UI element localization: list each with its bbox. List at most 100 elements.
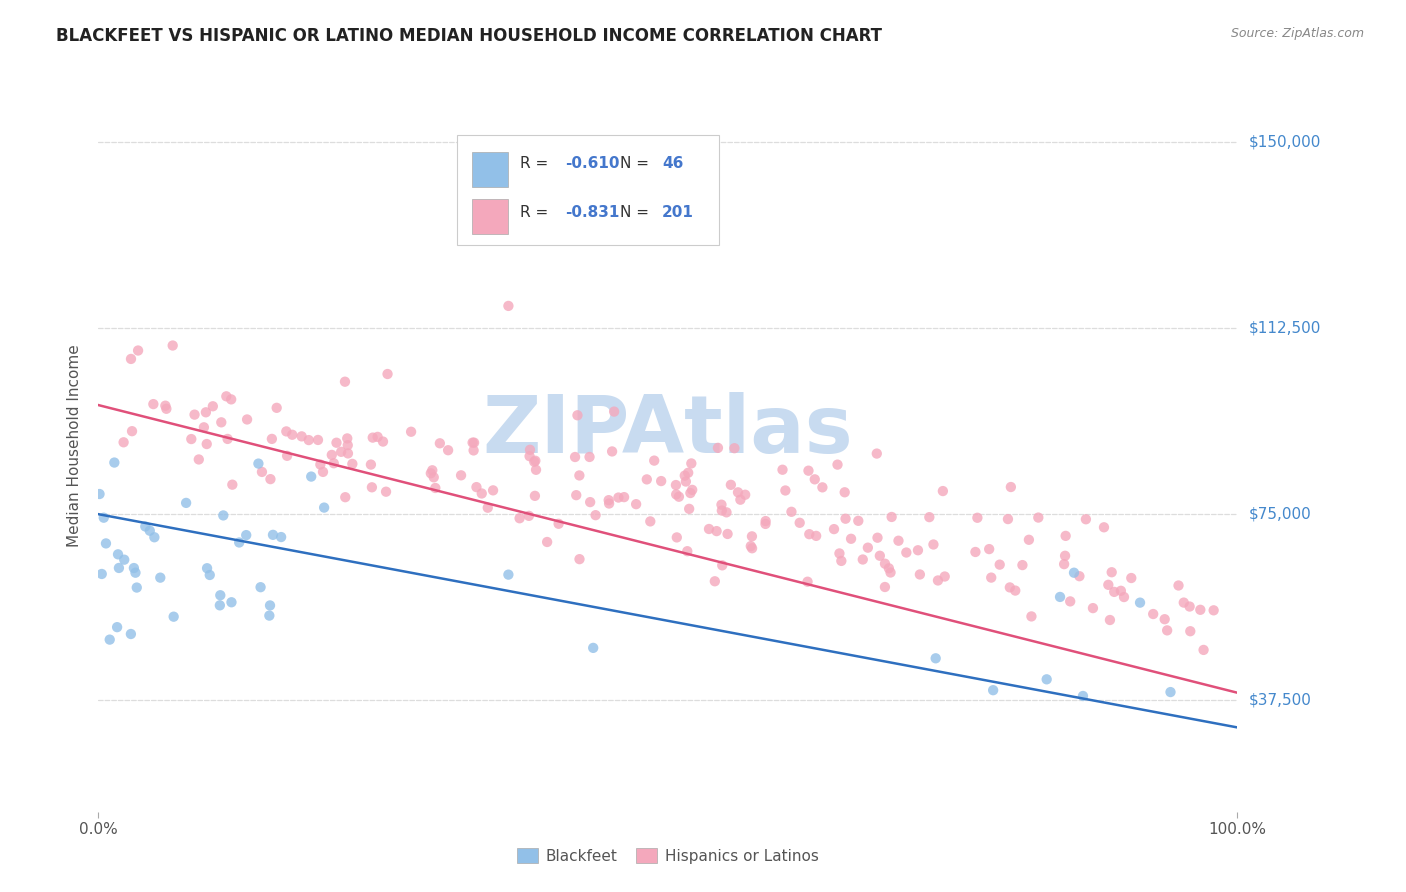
Point	[723, 441, 745, 455]
Point	[1021, 609, 1043, 624]
Point	[482, 483, 505, 498]
Point	[665, 530, 688, 544]
Point	[463, 435, 485, 450]
Point	[108, 561, 131, 575]
Point	[706, 524, 728, 538]
Point	[579, 495, 602, 509]
Point	[1178, 599, 1201, 614]
FancyBboxPatch shape	[472, 152, 509, 187]
FancyBboxPatch shape	[472, 199, 509, 235]
Point	[887, 533, 910, 548]
Point	[536, 535, 558, 549]
Point	[932, 484, 955, 499]
Point	[89, 487, 111, 501]
Point	[643, 453, 665, 467]
Point	[1159, 685, 1181, 699]
Point	[498, 567, 520, 582]
Point	[127, 343, 149, 358]
Point	[193, 420, 215, 434]
Point	[998, 581, 1021, 595]
Point	[420, 463, 443, 477]
Point	[103, 456, 125, 470]
Point	[676, 544, 699, 558]
Point	[846, 514, 869, 528]
Point	[322, 456, 344, 470]
Point	[703, 574, 725, 589]
Point	[567, 409, 589, 423]
Point	[1069, 569, 1091, 583]
Point	[312, 465, 335, 479]
Point	[422, 470, 444, 484]
Point	[419, 467, 441, 481]
Point	[834, 512, 856, 526]
Text: N =: N =	[620, 156, 654, 171]
Point	[603, 404, 626, 418]
Point	[325, 435, 347, 450]
Point	[174, 496, 197, 510]
Point	[298, 433, 321, 447]
Point	[797, 464, 820, 478]
Point	[134, 519, 156, 533]
Point	[568, 552, 591, 566]
Point	[361, 431, 384, 445]
Point	[321, 448, 343, 462]
Point	[163, 609, 186, 624]
Point	[1035, 673, 1057, 687]
Point	[477, 500, 499, 515]
Text: $112,500: $112,500	[1249, 321, 1320, 335]
Point	[336, 431, 359, 445]
Point	[1063, 566, 1085, 580]
Point	[124, 566, 146, 580]
Point	[198, 568, 221, 582]
Point	[201, 399, 224, 413]
Point	[1142, 607, 1164, 621]
Point	[834, 485, 856, 500]
Point	[276, 449, 298, 463]
Point	[966, 510, 988, 524]
Point	[896, 545, 918, 559]
Point	[1018, 533, 1040, 547]
Point	[221, 477, 243, 491]
Point	[105, 620, 128, 634]
Point	[519, 449, 541, 463]
Point	[1000, 480, 1022, 494]
Point	[1092, 520, 1115, 534]
Point	[162, 338, 184, 352]
Text: 46: 46	[662, 156, 683, 171]
Text: 201: 201	[662, 205, 695, 220]
Point	[607, 491, 630, 505]
Point	[1173, 596, 1195, 610]
Point	[465, 480, 488, 494]
Point	[183, 408, 205, 422]
Point	[1109, 583, 1132, 598]
Point	[121, 424, 143, 438]
Point	[741, 541, 763, 556]
Point	[471, 486, 494, 500]
Point	[195, 561, 218, 575]
Point	[827, 458, 849, 472]
Point	[360, 458, 382, 472]
Point	[780, 505, 803, 519]
Text: $150,000: $150,000	[1249, 135, 1320, 150]
Point	[262, 528, 284, 542]
Point	[598, 493, 620, 508]
Point	[547, 516, 569, 531]
Point	[1202, 603, 1225, 617]
Point	[598, 496, 620, 510]
Point	[679, 486, 702, 500]
Point	[754, 516, 776, 531]
Point	[371, 434, 394, 449]
Point	[636, 472, 658, 486]
Point	[375, 484, 398, 499]
Point	[1192, 643, 1215, 657]
Point	[266, 401, 288, 415]
Point	[523, 455, 546, 469]
Point	[866, 531, 889, 545]
Point	[112, 552, 135, 566]
Text: Source: ZipAtlas.com: Source: ZipAtlas.com	[1230, 27, 1364, 40]
Point	[259, 472, 281, 486]
Point	[259, 608, 281, 623]
Point	[1053, 557, 1076, 571]
Point	[155, 399, 177, 413]
Point	[143, 530, 166, 544]
